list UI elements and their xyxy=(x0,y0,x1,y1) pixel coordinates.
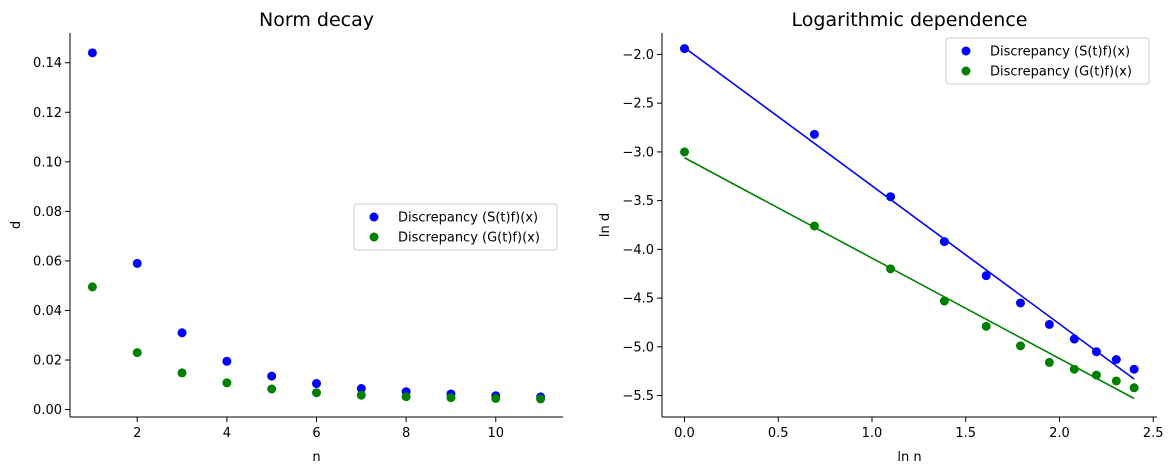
y-tick-label: 0.00 xyxy=(33,403,62,418)
y-tick-label: 0.12 xyxy=(33,106,62,121)
y-tick-label: −4.0 xyxy=(622,243,654,258)
legend-marker xyxy=(369,212,379,222)
data-point xyxy=(680,44,689,54)
data-point xyxy=(1016,341,1025,351)
legend: Discrepancy (S(t)f)(x) Discrepancy (G(t)f… xyxy=(353,203,558,251)
data-point xyxy=(886,264,896,274)
legend-marker xyxy=(961,46,971,56)
legend-marker xyxy=(961,66,971,76)
y-tick-label: −5.0 xyxy=(622,340,654,355)
data-point xyxy=(356,384,366,394)
y-axis-label: ln d xyxy=(598,213,613,237)
y-tick-label: 0.14 xyxy=(33,56,62,71)
data-point xyxy=(981,271,991,281)
legend-label: Discrepancy (S(t)f)(x) xyxy=(398,211,538,226)
x-tick-label: 2.5 xyxy=(1143,426,1164,441)
data-point xyxy=(132,348,142,358)
data-point xyxy=(312,379,321,389)
data-point xyxy=(177,368,187,378)
y-tick-label: −4.5 xyxy=(622,292,654,307)
data-point xyxy=(401,392,411,402)
legend-box xyxy=(353,203,558,251)
data-point xyxy=(446,393,456,403)
data-point xyxy=(87,282,97,292)
legend-label: Discrepancy (G(t)f)(x) xyxy=(398,231,540,246)
data-point xyxy=(1044,319,1054,329)
data-point xyxy=(1069,334,1079,344)
data-point xyxy=(267,384,277,394)
data-point xyxy=(1016,298,1025,308)
chart-title: Norm decay xyxy=(259,9,374,31)
x-tick-label: 0.0 xyxy=(674,426,695,441)
y-tick-label: −2.5 xyxy=(622,97,654,112)
x-tick-label: 1.0 xyxy=(862,426,883,441)
x-tick-label: 6 xyxy=(312,426,320,441)
legend-label: Discrepancy (S(t)f)(x) xyxy=(990,45,1130,60)
chart-panel-1: Norm decay 2 4 6 8 10 0.00 0.02 0.04 0.06 0.08 0.10… xyxy=(9,9,563,465)
data-point xyxy=(1091,347,1101,357)
data-point xyxy=(981,321,991,331)
data-point xyxy=(1069,364,1079,374)
data-point xyxy=(1091,370,1101,380)
x-tick-label: 10 xyxy=(487,426,504,441)
y-tick-label: −2.0 xyxy=(622,48,654,63)
data-point xyxy=(222,378,232,388)
y-tick-label: −5.5 xyxy=(622,389,654,404)
data-point xyxy=(177,328,187,338)
chart-panel-2: Logarithmic dependence 0.0 0.5 1.0 1.5 2.0 2.5… xyxy=(598,9,1164,465)
legend-box xyxy=(945,37,1150,85)
x-tick-label: 0.5 xyxy=(768,426,789,441)
data-point xyxy=(1111,354,1121,364)
data-point xyxy=(809,221,819,231)
y-tick-label: 0.08 xyxy=(33,205,62,220)
data-point xyxy=(886,192,896,202)
data-point xyxy=(1044,357,1054,367)
legend-marker xyxy=(369,232,379,242)
fit-line xyxy=(684,46,1135,380)
x-tick-label: 2.0 xyxy=(1049,426,1070,441)
data-point xyxy=(132,258,142,268)
x-tick-label: 2 xyxy=(133,426,141,441)
x-axis-label: ln n xyxy=(897,450,921,465)
data-point xyxy=(536,394,546,404)
series-1 xyxy=(680,44,1139,380)
chart-title: Logarithmic dependence xyxy=(792,9,1028,31)
y-tick-label: 0.06 xyxy=(33,254,62,269)
data-point xyxy=(491,393,501,403)
legend-label: Discrepancy (G(t)f)(x) xyxy=(990,65,1132,80)
data-point xyxy=(267,371,277,381)
data-point xyxy=(809,129,819,139)
legend: Discrepancy (S(t)f)(x) Discrepancy (G(t)f… xyxy=(945,37,1150,85)
y-tick-label: −3.5 xyxy=(622,194,654,209)
fit-line xyxy=(684,157,1135,400)
y-tick-label: 0.02 xyxy=(33,354,62,369)
data-point xyxy=(356,390,366,400)
y-axis-label: d xyxy=(9,221,24,229)
y-tick-label: 0.04 xyxy=(33,304,62,319)
data-point xyxy=(312,388,321,398)
data-point xyxy=(680,147,689,157)
x-axis-label: n xyxy=(312,450,320,465)
data-point xyxy=(1129,364,1139,374)
data-point xyxy=(1129,383,1139,393)
x-tick-label: 4 xyxy=(223,426,231,441)
series-2 xyxy=(87,282,546,404)
data-point xyxy=(939,296,949,306)
series-2 xyxy=(680,147,1139,400)
data-point xyxy=(222,356,232,366)
data-point xyxy=(87,48,97,58)
y-tick-label: 0.10 xyxy=(33,155,62,170)
data-point xyxy=(939,237,949,247)
data-point xyxy=(1111,376,1121,386)
x-tick-label: 1.5 xyxy=(955,426,976,441)
x-tick-label: 8 xyxy=(402,426,410,441)
y-tick-label: −3.0 xyxy=(622,145,654,160)
